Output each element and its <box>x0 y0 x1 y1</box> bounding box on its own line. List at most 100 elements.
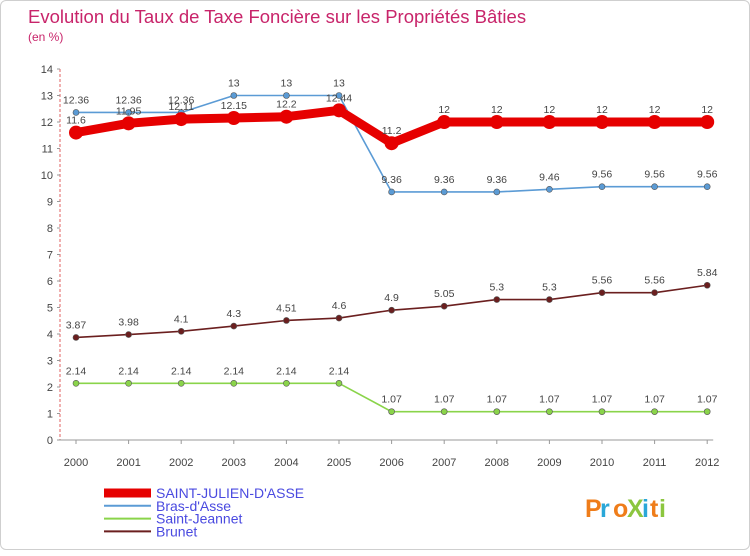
x-tick-label: 2009 <box>537 457 561 469</box>
logo-letter: i <box>659 495 666 523</box>
x-tick-label: 2010 <box>590 457 614 469</box>
data-label: 13 <box>333 78 345 90</box>
data-point <box>489 115 504 129</box>
data-point <box>546 296 553 303</box>
data-point <box>230 92 238 99</box>
data-point <box>72 109 80 116</box>
x-tick-label: 2012 <box>695 457 719 469</box>
data-point <box>388 188 395 196</box>
data-label: 12.36 <box>63 94 89 106</box>
data-label: 5.3 <box>542 282 557 294</box>
data-label: 12 <box>438 104 450 116</box>
data-label: 1.07 <box>644 394 665 406</box>
data-label: 9.36 <box>434 174 455 186</box>
data-label: 5.56 <box>592 275 613 287</box>
data-point <box>595 115 609 129</box>
data-label: 13 <box>228 78 240 90</box>
x-tick-label: 2002 <box>169 457 193 469</box>
logo-letter: P <box>585 495 602 523</box>
data-label: 1.07 <box>592 394 613 406</box>
x-tick-label: 2006 <box>379 457 403 469</box>
data-point <box>279 109 294 124</box>
data-label: 12.36 <box>115 94 141 106</box>
data-point <box>700 115 715 129</box>
data-point <box>226 111 241 126</box>
y-tick-label: 10 <box>41 170 53 182</box>
logo-letter: X <box>627 495 644 523</box>
logo-letter: o <box>613 495 628 523</box>
data-point <box>335 92 343 99</box>
y-tick-label: 9 <box>47 197 53 209</box>
data-label: 9.36 <box>381 174 402 186</box>
x-tick-label: 2001 <box>116 457 140 469</box>
chart-subtitle: (en %) <box>28 30 63 44</box>
y-tick-label: 8 <box>47 223 53 235</box>
data-point <box>335 314 343 322</box>
data-label: 2.14 <box>329 365 350 377</box>
chart-title: Evolution du Taux de Taxe Foncière sur l… <box>28 6 526 27</box>
y-tick-label: 4 <box>47 329 53 341</box>
data-point <box>493 188 501 196</box>
data-label: 5.84 <box>697 267 718 279</box>
x-tick-label: 2011 <box>643 457 667 469</box>
data-label: 2.14 <box>224 365 245 377</box>
data-point <box>384 136 399 151</box>
data-point <box>388 306 395 314</box>
data-point <box>598 183 606 190</box>
data-label: 1.07 <box>697 394 718 406</box>
data-point <box>651 289 658 296</box>
data-label: 9.46 <box>539 171 560 183</box>
data-point <box>230 379 238 387</box>
x-tick-label: 2005 <box>327 457 351 469</box>
data-label: 12 <box>596 104 608 116</box>
y-tick-label: 1 <box>47 409 53 421</box>
data-label: 4.51 <box>276 302 297 314</box>
data-point <box>283 317 290 324</box>
data-point <box>72 334 80 341</box>
data-label: 3.98 <box>118 317 139 329</box>
data-point <box>177 379 185 387</box>
proxiti-logo: Pr oXi t i <box>585 495 666 523</box>
data-label: 4.1 <box>174 313 189 325</box>
data-point <box>440 408 448 415</box>
data-point <box>69 125 83 140</box>
data-label: 5.56 <box>644 275 665 287</box>
data-point <box>230 322 238 330</box>
data-label: 12.44 <box>326 92 352 104</box>
y-tick-label: 3 <box>47 356 53 368</box>
y-tick-label: 13 <box>41 91 53 103</box>
data-label: 13 <box>281 78 293 90</box>
data-label: 9.56 <box>697 169 718 181</box>
x-tick-label: 2008 <box>485 457 509 469</box>
data-label: 9.36 <box>487 174 508 186</box>
data-label: 3.87 <box>66 319 87 331</box>
data-point <box>703 183 711 190</box>
data-label: 1.07 <box>487 394 508 406</box>
data-point <box>283 92 290 99</box>
legend-label: Brunet <box>156 523 197 539</box>
data-label: 1.07 <box>381 394 402 406</box>
data-label: 9.56 <box>592 169 613 181</box>
data-label: 4.9 <box>384 292 399 304</box>
data-label: 1.07 <box>539 394 560 406</box>
data-label: 2.14 <box>276 365 297 377</box>
data-point <box>493 408 501 415</box>
data-point <box>440 188 448 196</box>
data-label: 4.6 <box>332 300 347 312</box>
logo-letter: r <box>600 495 610 523</box>
data-point <box>388 408 395 415</box>
data-point <box>598 408 606 415</box>
data-point <box>174 112 189 127</box>
x-tick-label: 2004 <box>274 457 298 469</box>
data-label: 2.14 <box>66 365 87 377</box>
logo-letter: t <box>650 495 659 523</box>
logo-letter: i <box>642 495 649 523</box>
legend: SAINT-JULIEN-D'ASSEBras-d'AsseSaint-Jean… <box>104 485 304 539</box>
data-point <box>651 183 658 190</box>
data-point <box>546 408 553 415</box>
data-label: 9.56 <box>644 169 665 181</box>
data-label: 11.6 <box>66 115 86 127</box>
data-point <box>332 103 346 118</box>
